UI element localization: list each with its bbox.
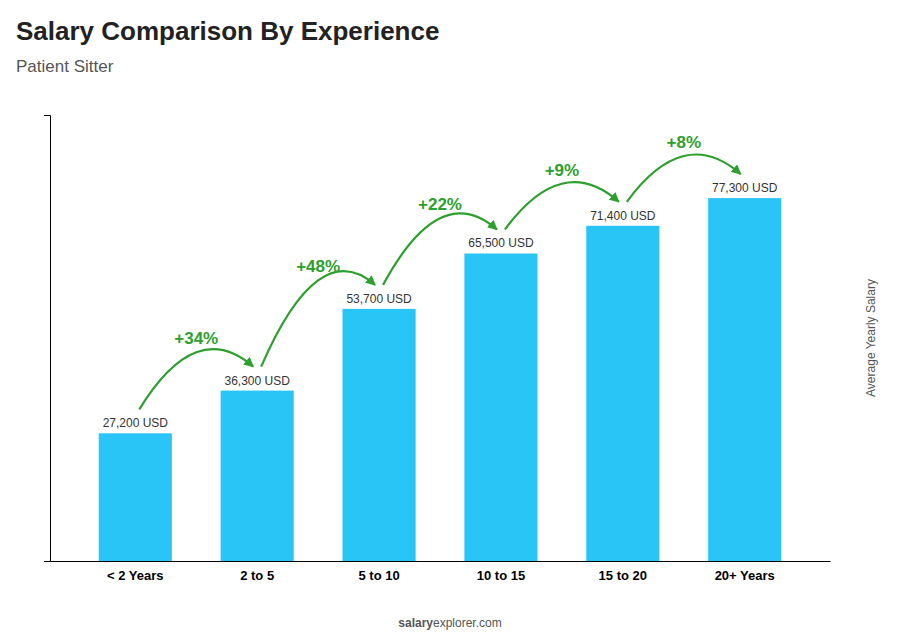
subtitle: Patient Sitter	[16, 57, 114, 76]
change-arrow	[383, 213, 497, 284]
plot: < 2 Years 2 to 5 5 to 10 10 to 15 15 to 20 20…	[44, 116, 831, 584]
change-arrow	[505, 182, 619, 229]
x-tick: < 2 Years	[107, 561, 164, 583]
data-label: 71,400 USD	[590, 209, 656, 223]
change-label: +9%	[545, 161, 580, 180]
bar	[586, 226, 659, 561]
y-axis-title: Average Yearly Salary	[864, 279, 878, 397]
bar	[464, 253, 537, 561]
x-tick: 2 to 5	[240, 561, 274, 583]
title: Salary Comparison By Experience	[16, 16, 439, 46]
bar	[99, 433, 172, 561]
change-arrow	[627, 155, 741, 202]
x-tick-label: 5 to 10	[358, 568, 399, 583]
data-labels: 27,200 USD 36,300 USD 53,700 USD 65,500 USD…	[103, 181, 778, 430]
data-label: 36,300 USD	[225, 374, 291, 388]
y-axis	[44, 116, 51, 562]
data-label: 53,700 USD	[346, 292, 412, 306]
change-label: +34%	[174, 329, 218, 348]
x-tick: 15 to 20	[599, 561, 647, 583]
x-tick-label: 15 to 20	[599, 568, 647, 583]
change-label: +8%	[667, 133, 702, 152]
data-label: 27,200 USD	[103, 416, 169, 430]
x-tick: 5 to 10	[358, 561, 399, 583]
x-tick: 20+ Years	[715, 561, 775, 583]
change-arrow	[261, 271, 375, 366]
x-axis-line	[51, 561, 831, 562]
x-tick-label: 20+ Years	[715, 568, 775, 583]
footer: salaryexplorer.com	[398, 616, 501, 630]
bars	[99, 198, 782, 561]
chart: Salary Comparison By Experience Patient S…	[0, 0, 900, 641]
bar	[221, 391, 294, 561]
x-tick-label: < 2 Years	[107, 568, 164, 583]
data-label: 77,300 USD	[712, 181, 778, 195]
x-axis: < 2 Years 2 to 5 5 to 10 10 to 15 15 to 20 20…	[51, 561, 831, 583]
x-tick-label: 10 to 15	[477, 568, 525, 583]
bar	[343, 309, 416, 561]
x-tick: 10 to 15	[477, 561, 525, 583]
y-axis-line	[44, 116, 51, 562]
change-arrow	[139, 349, 253, 409]
data-label: 65,500 USD	[468, 236, 534, 250]
x-tick-label: 2 to 5	[240, 568, 274, 583]
change-label: +22%	[418, 195, 462, 214]
change-label: +48%	[296, 257, 340, 276]
bar	[708, 198, 781, 561]
change-annotations: +34% +48% +22% +9% +8%	[139, 133, 740, 409]
footer-text: explorer.com	[433, 616, 502, 630]
footer-text: salary	[398, 616, 433, 630]
